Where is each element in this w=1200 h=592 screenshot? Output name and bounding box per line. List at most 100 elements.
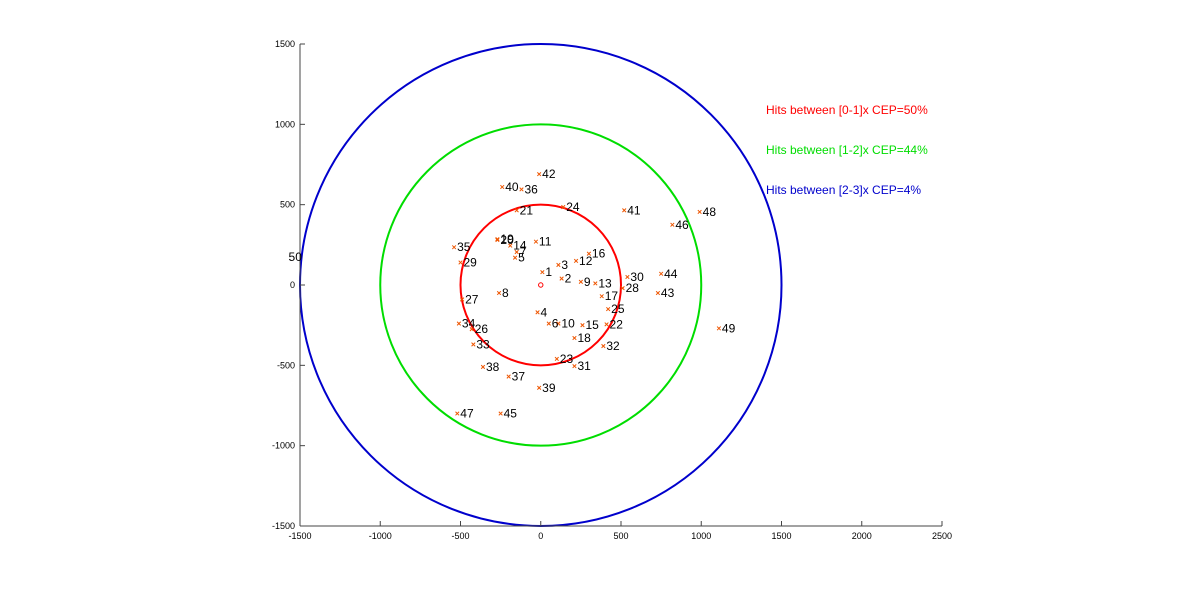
- hit-marker-23: [554, 356, 559, 362]
- hit-marker-1: [540, 269, 545, 275]
- hit-marker-9: [578, 279, 584, 284]
- hit-marker-stroke: [451, 245, 457, 250]
- hit-marker-35: [451, 245, 457, 250]
- hit-label-4: 4: [541, 305, 548, 319]
- hit-marker-5: [512, 255, 518, 260]
- hit-marker-stroke: [512, 255, 518, 260]
- hit-label-17: 17: [605, 289, 619, 303]
- hit-label-8: 8: [502, 286, 509, 300]
- hit-marker-40: [500, 184, 505, 190]
- hit-marker-stroke: [658, 271, 664, 276]
- hit-marker-21: [514, 208, 519, 213]
- hit-label-3: 3: [561, 258, 568, 272]
- hit-marker-stroke: [455, 411, 460, 416]
- hit-marker-stroke: [471, 342, 476, 347]
- hit-marker-stroke: [601, 343, 606, 349]
- hit-marker-43: [655, 290, 661, 296]
- hit-marker-22: [604, 322, 609, 327]
- hit-marker-stroke: [580, 323, 585, 328]
- hit-marker-39: [536, 385, 542, 390]
- hit-label-35: 35: [457, 240, 471, 254]
- hit-marker-stroke: [606, 306, 611, 312]
- hit-marker-18: [572, 335, 577, 341]
- hit-label-42: 42: [542, 167, 556, 181]
- hit-label-49: 49: [722, 321, 736, 335]
- hit-label-34: 34: [462, 317, 476, 331]
- hit-marker-2: [559, 276, 564, 281]
- hit-marker-25: [606, 306, 611, 312]
- hit-label-9: 9: [584, 275, 591, 289]
- hit-label-24: 24: [566, 200, 580, 214]
- hit-marker-stroke: [604, 322, 609, 327]
- hit-marker-stroke: [496, 290, 502, 296]
- hit-marker-12: [573, 258, 579, 264]
- hit-marker-15: [580, 323, 585, 328]
- hit-marker-stroke: [556, 321, 561, 326]
- hit-label-27: 27: [465, 292, 479, 306]
- hit-label-20: 20: [500, 233, 514, 247]
- hit-marker-stroke: [498, 411, 503, 416]
- hit-marker-stroke: [480, 364, 486, 370]
- hit-marker-stroke: [536, 171, 542, 177]
- hit-label-15: 15: [585, 318, 599, 332]
- hit-marker-stroke: [578, 279, 584, 284]
- y-tick-label: 1500: [275, 39, 295, 49]
- hit-marker-24: [561, 204, 566, 210]
- hit-marker-30: [625, 274, 630, 280]
- hit-marker-33: [471, 342, 476, 347]
- hit-marker-28: [620, 286, 625, 291]
- hit-marker-16: [586, 251, 592, 256]
- hit-marker-stroke: [514, 208, 519, 213]
- hit-marker-37: [506, 374, 511, 379]
- y-tick-label: 0: [290, 280, 295, 290]
- hit-marker-17: [599, 294, 604, 299]
- hit-marker-stroke: [697, 209, 702, 215]
- hit-label-11: 11: [539, 235, 552, 249]
- hit-marker-stroke: [622, 208, 627, 213]
- hit-label-7: 7: [520, 245, 527, 259]
- x-tick-label: 0: [538, 531, 543, 541]
- hit-label-5: 5: [518, 251, 525, 265]
- hit-marker-41: [622, 208, 627, 213]
- hit-marker-27: [459, 297, 465, 302]
- hit-label-26: 26: [475, 322, 489, 336]
- legend-entry-3: Hits between [2-3]x CEP=4%: [766, 183, 921, 197]
- hit-marker-stroke: [625, 274, 630, 280]
- hit-marker-45: [498, 411, 503, 416]
- x-tick-label: -1000: [369, 531, 392, 541]
- hit-label-28: 28: [626, 281, 640, 295]
- hit-label-18: 18: [577, 331, 591, 345]
- hit-marker-stroke: [620, 286, 625, 291]
- hit-label-1: 1: [545, 265, 552, 279]
- hit-marker-stroke: [459, 297, 465, 302]
- hit-marker-stroke: [514, 249, 519, 255]
- hit-marker-stroke: [670, 222, 675, 227]
- hit-marker-stroke: [573, 258, 579, 264]
- hit-label-48: 48: [703, 205, 717, 219]
- hit-marker-stroke: [495, 237, 500, 242]
- x-tick-label: 2000: [852, 531, 872, 541]
- hit-marker-34: [456, 321, 462, 326]
- axes: -1500 -1000 -500 0 500 1000 1500 2000 2500-1500-…: [272, 39, 952, 541]
- hit-marker-stroke: [593, 281, 598, 286]
- hit-marker-stroke: [469, 327, 474, 332]
- hit-label-29: 29: [464, 256, 478, 270]
- y-tick-label: -1500: [272, 521, 295, 531]
- cep-circle-1: [459, 203, 622, 367]
- hit-markers: [451, 171, 722, 416]
- hit-label-33: 33: [476, 337, 490, 351]
- hit-label-16: 16: [592, 247, 606, 261]
- hit-marker-stroke: [533, 239, 539, 244]
- hit-marker-stroke: [535, 310, 540, 315]
- cep-circle-2: [379, 123, 703, 447]
- hit-label-14: 14: [513, 239, 527, 253]
- hit-label-23: 23: [560, 352, 574, 366]
- hit-marker-13: [593, 281, 598, 286]
- y-tick-label: -1000: [272, 441, 295, 451]
- hit-label-50: 50: [289, 250, 303, 264]
- hit-label-10: 10: [561, 317, 575, 331]
- hit-marker-stroke: [559, 276, 564, 281]
- hit-marker-7: [514, 249, 519, 255]
- legend: Hits between [0-1]x CEP=50% Hits between …: [766, 103, 928, 197]
